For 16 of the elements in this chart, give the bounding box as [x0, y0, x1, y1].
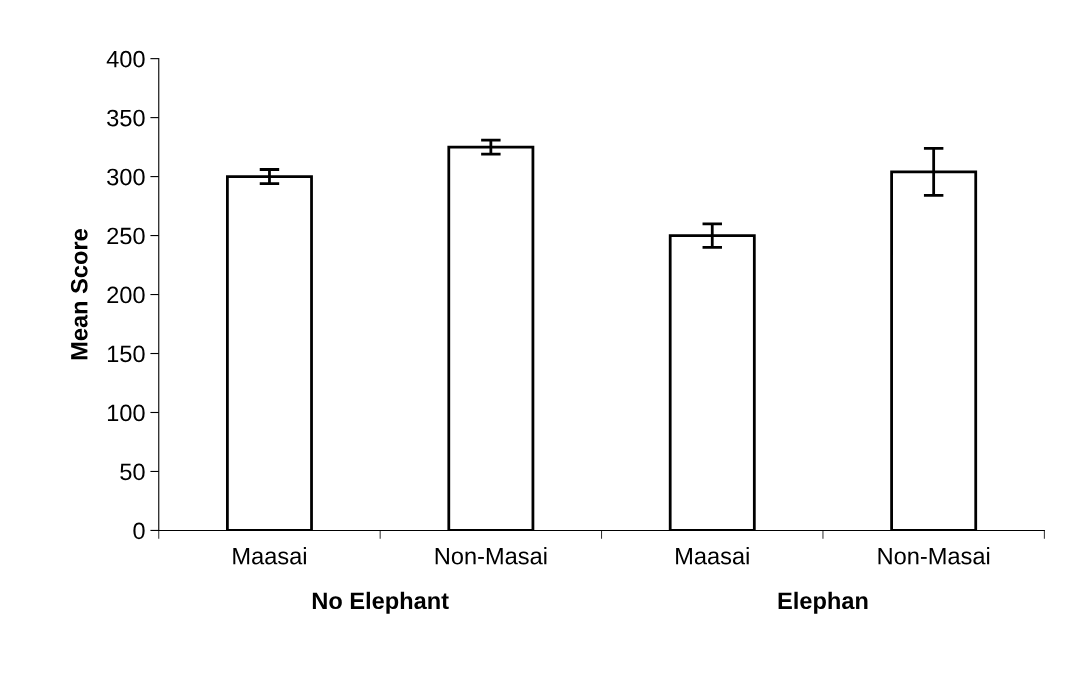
y-tick-label: 150 [107, 345, 145, 363]
y-tick-label: 300 [107, 168, 145, 186]
y-tick-label: 50 [120, 463, 145, 481]
x-tick-label: Non-Masai [878, 547, 990, 565]
y-tick-label: 0 [133, 522, 145, 540]
text: No Elephant [312, 591, 449, 614]
y-tick-label: 350 [107, 109, 145, 127]
y-tick-label: 100 [107, 404, 145, 422]
x-tick-label: Maasai [233, 547, 306, 565]
y-axis-title: Mean Score [70, 229, 88, 360]
y-tick-label: 400 [106, 50, 145, 68]
y-tick-label: 250 [107, 227, 145, 245]
x-tick-label: Maasai [676, 547, 749, 565]
text: Elephan [778, 591, 868, 614]
y-tick-label: 200 [107, 286, 145, 304]
x-tick-label: Non-Masai [435, 547, 547, 565]
